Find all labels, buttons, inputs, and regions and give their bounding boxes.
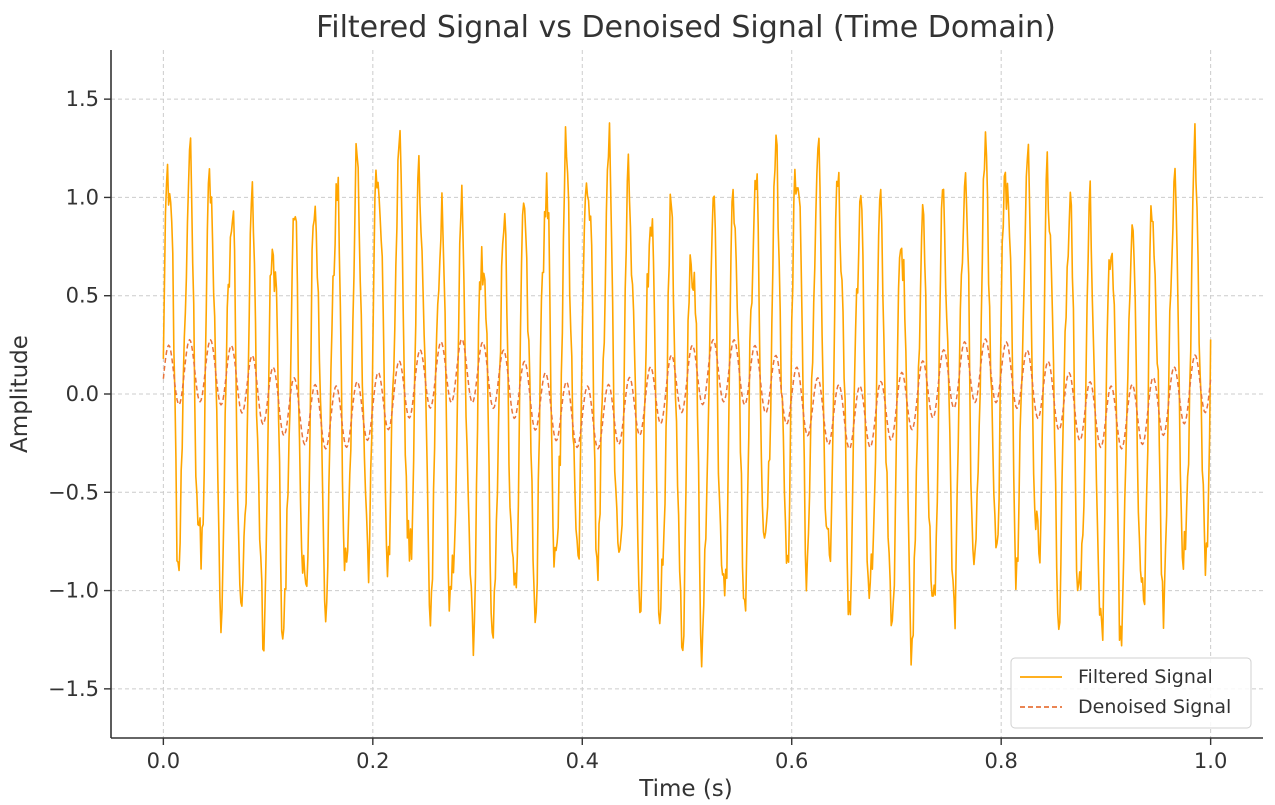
- plot-area: [162, 122, 1212, 668]
- axis-ticks: 0.0 0.2 0.4 0.6 0.8 1.0 −1.5 −1.0 −0.5 0.0 0.5 1.0 1…: [48, 87, 1227, 773]
- y-tick-label: 0.5: [66, 284, 99, 308]
- legend-label-denoised-signal: Denoised Signal: [1078, 696, 1231, 718]
- series-line-denoised-signal: [162, 338, 1212, 450]
- y-tick-label: −1.0: [48, 579, 99, 603]
- x-tick-label: 0.2: [356, 749, 389, 773]
- y-tick-label: 1.5: [66, 87, 99, 111]
- x-axis-label: Time (s): [638, 776, 733, 802]
- series-line-filtered-signal: [162, 122, 1212, 668]
- y-tick-label: −0.5: [48, 480, 99, 504]
- x-tick-label: 1.0: [1194, 749, 1227, 773]
- x-tick-label: 0.8: [984, 749, 1017, 773]
- x-tick-label: 0.0: [147, 749, 180, 773]
- y-tick-label: 0.0: [66, 382, 99, 406]
- series-layer: [162, 122, 1212, 668]
- y-tick-label: 1.0: [66, 185, 99, 209]
- x-tick-label: 0.6: [775, 749, 808, 773]
- y-axis-label: Amplitude: [7, 335, 33, 453]
- chart-title: Filtered Signal vs Denoised Signal (Time…: [316, 10, 1056, 45]
- y-tick-label: −1.5: [48, 677, 99, 701]
- legend: Filtered Signal Denoised Signal: [1010, 657, 1252, 729]
- legend-box: [1010, 657, 1252, 729]
- x-tick-label: 0.4: [566, 749, 599, 773]
- legend-label-filtered-signal: Filtered Signal: [1078, 666, 1213, 688]
